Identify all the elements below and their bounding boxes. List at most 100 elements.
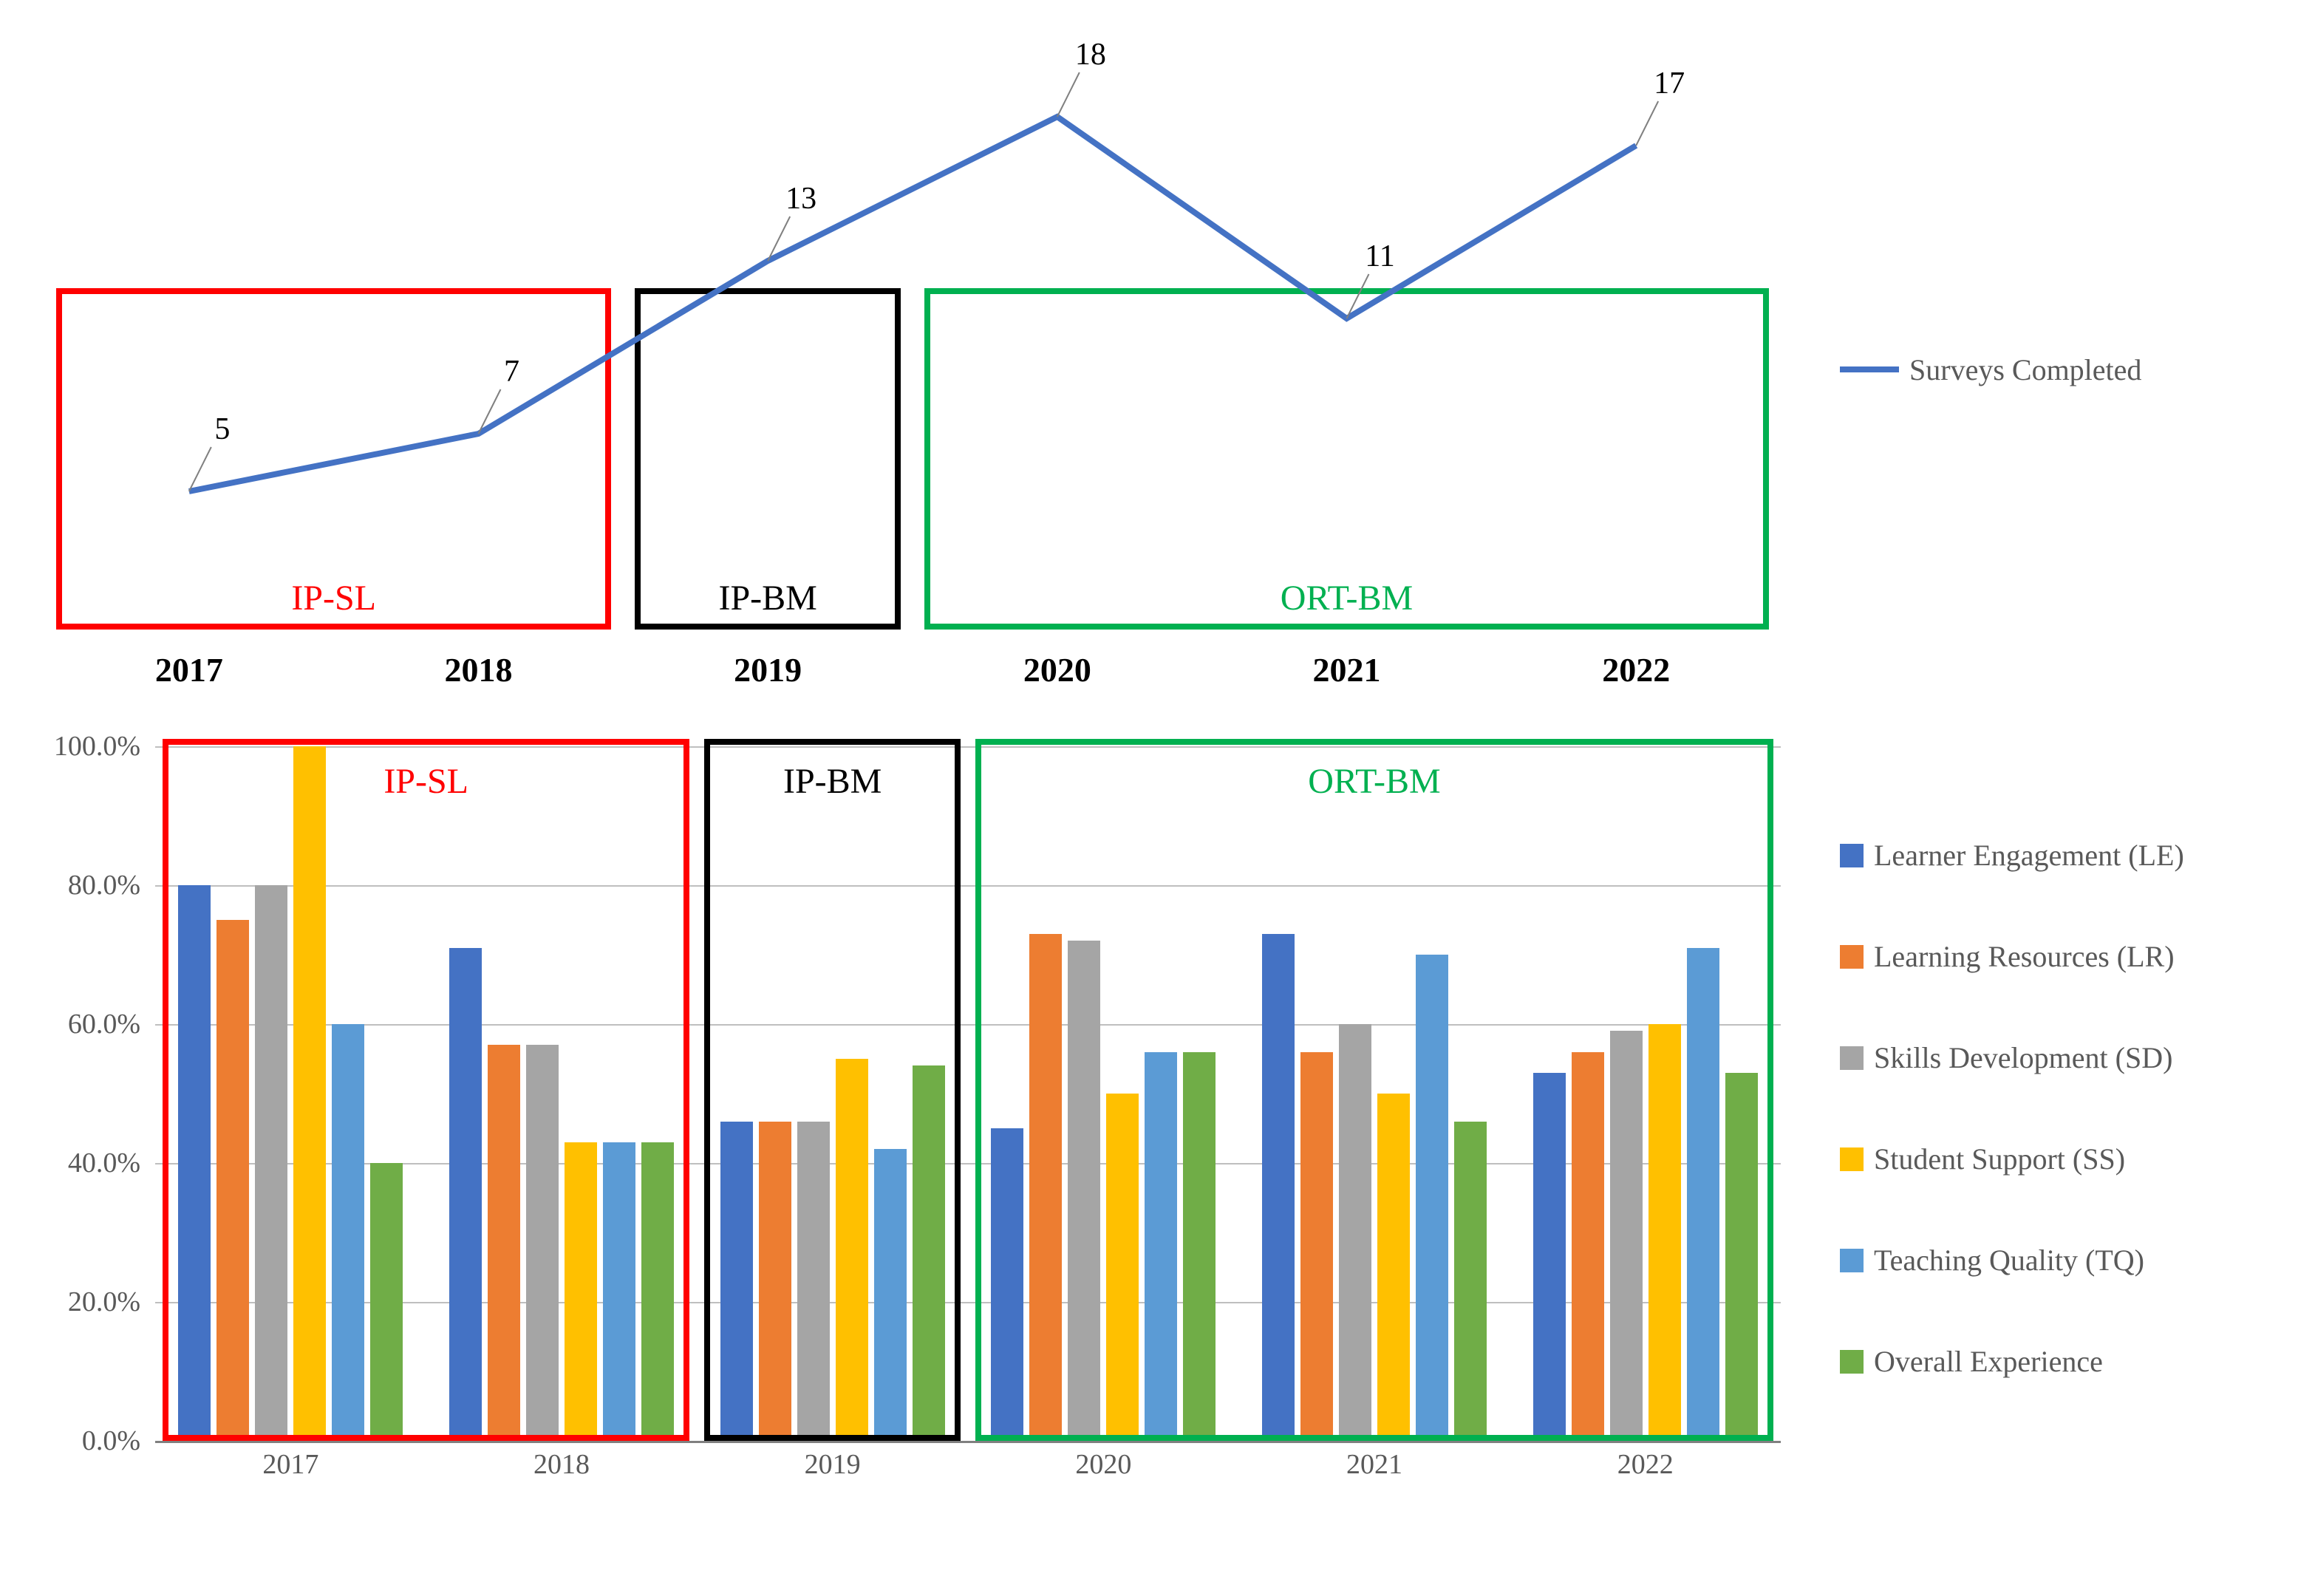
bar-group-2018	[426, 746, 698, 1441]
bar-le	[178, 885, 211, 1441]
top-row: IP-SLIP-BMORT-BM 5713181117 201720182019…	[44, 30, 2254, 709]
y-tick-label: 20.0%	[68, 1286, 155, 1318]
y-tick-label: 40.0%	[68, 1147, 155, 1179]
bar-le	[991, 1128, 1023, 1441]
bar-lr	[1029, 934, 1062, 1441]
bar-tq	[1416, 955, 1448, 1441]
bar-oe	[641, 1142, 674, 1441]
gridline	[155, 1441, 1781, 1443]
legend-label: Overall Experience	[1874, 1344, 2103, 1379]
bar-le	[449, 948, 482, 1441]
line-swatch-icon	[1840, 366, 1899, 372]
swatch-icon	[1840, 1249, 1864, 1272]
legend-label: Learner Engagement (LE)	[1874, 838, 2184, 873]
legend-item-oe: Overall Experience	[1840, 1344, 2254, 1379]
line-chart: IP-SLIP-BMORT-BM 5713181117 201720182019…	[44, 30, 1781, 709]
line-chart-x-axis: 201720182019202020212022	[44, 650, 1781, 709]
bar-lr	[1572, 1052, 1604, 1441]
bar-sd	[797, 1122, 830, 1441]
bar-year-label: 2022	[1510, 1448, 1781, 1507]
y-tick-label: 60.0%	[68, 1008, 155, 1040]
bar-ss	[565, 1142, 597, 1441]
y-tick-label: 0.0%	[82, 1425, 155, 1457]
legend-item-lr: Learning Resources (LR)	[1840, 939, 2254, 974]
bar-ss	[1377, 1094, 1410, 1441]
legend-item-ss: Student Support (SS)	[1840, 1142, 2254, 1176]
bar-sd	[526, 1045, 559, 1441]
leader-line	[1057, 72, 1080, 117]
swatch-icon	[1840, 844, 1864, 867]
bar-sd	[1068, 941, 1100, 1441]
bar-tq	[874, 1149, 907, 1441]
swatch-icon	[1840, 1046, 1864, 1070]
bottom-row: 0.0% 20.0% 40.0% 60.0% 80.0% 100.0% IP-SL IP-B…	[44, 709, 2254, 1507]
leader-line	[1636, 101, 1658, 146]
swatch-icon	[1840, 1147, 1864, 1171]
bar-chart: 0.0% 20.0% 40.0% 60.0% 80.0% 100.0% IP-SL IP-B…	[44, 732, 1781, 1507]
line-value-label: 17	[1654, 66, 1685, 101]
bar-sd	[1610, 1031, 1643, 1441]
legend-item-tq: Teaching Quality (TQ)	[1840, 1243, 2254, 1278]
legend-item-surveys: Surveys Completed	[1840, 352, 2254, 387]
bar-lr	[1300, 1052, 1333, 1441]
bar-ss	[1649, 1024, 1681, 1441]
bar-period-label-ip-sl: IP-SL	[383, 761, 468, 802]
bar-oe	[1725, 1073, 1758, 1441]
bar-tq	[332, 1024, 364, 1441]
line-value-label: 7	[504, 354, 519, 389]
bar-group-2020	[968, 746, 1239, 1441]
bar-lr	[488, 1045, 520, 1441]
bar-tq	[1145, 1052, 1177, 1441]
bar-chart-x-axis: 201720182019202020212022	[155, 1448, 1781, 1507]
line-value-label: 11	[1365, 239, 1394, 274]
line-chart-legend: Surveys Completed	[1781, 30, 2254, 709]
bar-le	[1533, 1073, 1566, 1441]
y-tick-label: 80.0%	[68, 869, 155, 901]
bar-oe	[1183, 1052, 1216, 1441]
bar-le	[1262, 934, 1295, 1441]
line-value-label: 5	[214, 412, 230, 447]
line-value-label: 13	[785, 181, 816, 216]
bar-ss	[1106, 1094, 1139, 1441]
line-year-label: 2020	[913, 650, 1202, 709]
bar-group-2019	[697, 746, 968, 1441]
bar-year-label: 2021	[1239, 1448, 1510, 1507]
legend-label: Teaching Quality (TQ)	[1874, 1243, 2144, 1278]
bar-le	[720, 1122, 753, 1441]
legend-label: Student Support (SS)	[1874, 1142, 2125, 1176]
chart-page: IP-SLIP-BMORT-BM 5713181117 201720182019…	[0, 0, 2298, 1596]
legend-item-le: Learner Engagement (LE)	[1840, 838, 2254, 873]
bar-year-label: 2019	[697, 1448, 968, 1507]
bar-oe	[370, 1163, 403, 1441]
line-year-label: 2017	[44, 650, 334, 709]
y-tick-label: 100.0%	[54, 730, 155, 763]
bar-year-label: 2018	[426, 1448, 698, 1507]
swatch-icon	[1840, 945, 1864, 969]
bar-ss	[836, 1059, 868, 1441]
bar-sd	[255, 885, 287, 1441]
legend-item-sd: Skills Development (SD)	[1840, 1040, 2254, 1075]
bar-tq	[603, 1142, 635, 1441]
bar-group-2017	[155, 746, 426, 1441]
bar-chart-legend: Learner Engagement (LE) Learning Resource…	[1781, 709, 2254, 1507]
legend-label: Learning Resources (LR)	[1874, 939, 2175, 974]
bar-year-label: 2017	[155, 1448, 426, 1507]
bar-period-label-ort-bm: ORT-BM	[1308, 761, 1440, 802]
line-year-label: 2021	[1202, 650, 1492, 709]
line-year-label: 2019	[623, 650, 913, 709]
bar-oe	[913, 1065, 945, 1441]
bar-period-label-ip-bm: IP-BM	[783, 761, 882, 802]
legend-label-surveys: Surveys Completed	[1909, 352, 2141, 387]
bar-sd	[1339, 1024, 1371, 1441]
line-value-label: 18	[1075, 37, 1106, 72]
bar-lr	[216, 920, 249, 1441]
bar-plot-area: 0.0%20.0%40.0%60.0%80.0%100.0% IP-SLIP-B…	[155, 746, 1781, 1441]
bar-tq	[1687, 948, 1719, 1441]
surveys-line	[189, 117, 1636, 491]
bar-group-2021	[1239, 746, 1510, 1441]
bar-oe	[1454, 1122, 1487, 1441]
bar-ss	[293, 746, 326, 1441]
bar-year-label: 2020	[968, 1448, 1239, 1507]
line-year-label: 2018	[334, 650, 624, 709]
line-year-label: 2022	[1491, 650, 1781, 709]
